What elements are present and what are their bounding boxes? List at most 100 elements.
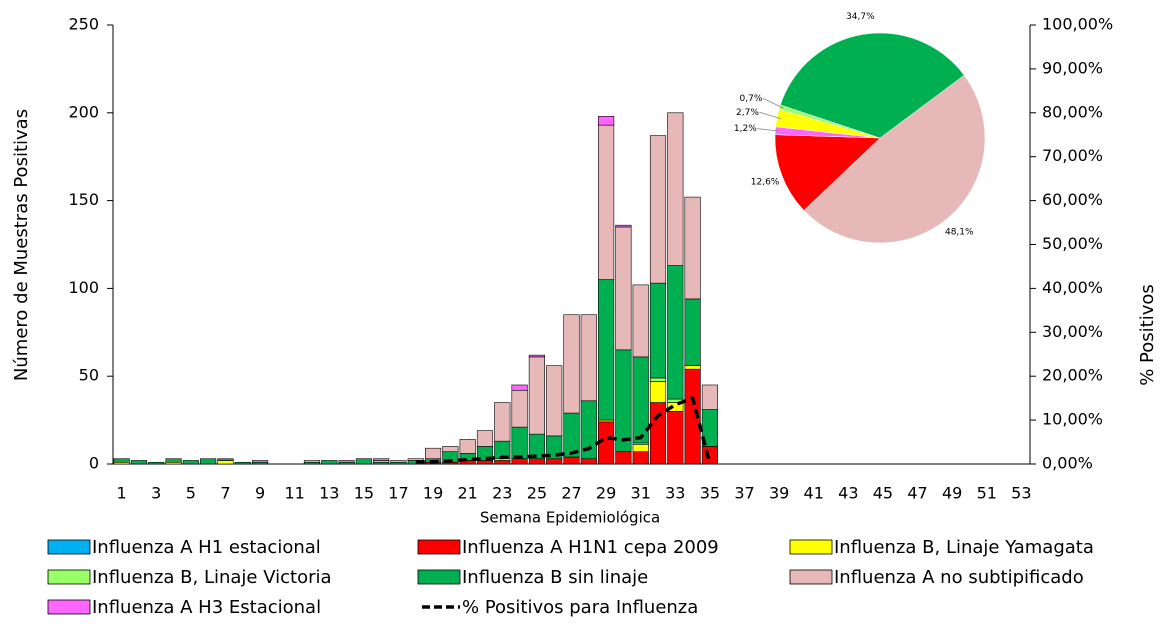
legend-label: Influenza B, Linaje Yamagata <box>834 537 1094 558</box>
y-tick-label: 50 <box>79 366 99 385</box>
bar-segment <box>528 356 545 435</box>
x-tick-label: 33 <box>665 484 685 503</box>
pie-label: 48,1% <box>945 228 974 238</box>
bar-segment <box>649 402 667 465</box>
x-tick-label: 11 <box>284 484 304 503</box>
legend-swatch <box>47 539 91 555</box>
y2-tick-label: 100,00% <box>1042 15 1113 34</box>
x-tick-label: 29 <box>596 484 616 503</box>
bar-segment <box>598 116 615 126</box>
x-tick-label: 49 <box>942 484 962 503</box>
bar-segment <box>667 265 684 400</box>
y2-axis-title: % Positivos <box>1137 284 1158 386</box>
x-tick-label: 47 <box>907 484 927 503</box>
y2-tick-label: 40,00% <box>1042 278 1103 297</box>
legend-swatch <box>47 569 91 585</box>
x-tick-label: 21 <box>458 484 478 503</box>
legend-swatch <box>417 539 461 555</box>
y2-tick-label: 0,00% <box>1042 454 1093 473</box>
x-tick-label: 39 <box>769 484 789 503</box>
bar-segment <box>649 135 667 284</box>
pie-leader <box>757 128 780 132</box>
x-tick-label: 31 <box>631 484 651 503</box>
y2-tick-label: 90,00% <box>1042 58 1103 77</box>
x-tick-label: 15 <box>354 484 374 503</box>
bar-segment <box>459 439 476 454</box>
bar-segment <box>494 460 511 465</box>
bar-segment <box>546 458 563 465</box>
x-tick-label: 9 <box>255 484 265 503</box>
y2-tick-label: 20,00% <box>1042 366 1103 385</box>
y-tick-label: 200 <box>68 102 99 121</box>
legend-label: Influenza B, Linaje Victoria <box>92 567 332 588</box>
bar-segment <box>303 460 321 463</box>
bar-segment <box>390 460 407 463</box>
bar-segment <box>511 384 528 391</box>
y-tick-label: 0 <box>89 454 99 473</box>
bar-segment <box>546 365 563 437</box>
legend-swatch <box>417 569 461 585</box>
bar-segment <box>615 349 632 453</box>
x-tick-label: 51 <box>977 484 997 503</box>
bar-segment <box>701 384 719 410</box>
bar-segment <box>615 226 632 351</box>
x-tick-label: 37 <box>734 484 754 503</box>
y2-tick-label: 70,00% <box>1042 146 1103 165</box>
bar-segment <box>200 458 217 465</box>
bar-segment <box>165 458 182 463</box>
bar-segment <box>476 430 494 447</box>
x-tick-label: 43 <box>838 484 858 503</box>
pie-slice <box>774 134 881 211</box>
bar-segment <box>234 461 251 465</box>
y2-tick-label: 50,00% <box>1042 234 1103 253</box>
x-axis-title: Semana Epidemiológica <box>480 509 660 527</box>
x-tick-label: 13 <box>319 484 339 503</box>
bar-segment <box>598 124 615 280</box>
bar-segment <box>217 458 234 461</box>
pie-label: 0,7% <box>740 94 763 104</box>
bar-segment <box>217 460 234 465</box>
legend-swatch <box>47 599 91 615</box>
legend-swatch <box>789 569 833 585</box>
bar-segment <box>598 279 615 421</box>
bar-segment <box>684 365 701 370</box>
x-tick-label: 27 <box>561 484 581 503</box>
bar-segment <box>649 381 667 403</box>
x-tick-label: 53 <box>1011 484 1031 503</box>
bar-segment <box>148 461 165 465</box>
bar-segment <box>511 426 528 460</box>
y2-tick-label: 60,00% <box>1042 190 1103 209</box>
y2-tick-label: 80,00% <box>1042 102 1103 121</box>
y-axis-title: Número de Muestras Positivas <box>11 109 32 381</box>
bar-segment <box>684 298 701 366</box>
pie-leader <box>759 111 781 120</box>
bar-segment <box>580 458 597 465</box>
pie-slice <box>780 32 965 139</box>
bar-segment <box>511 389 528 428</box>
bar-segment <box>442 446 459 453</box>
bar-segment <box>528 354 545 358</box>
bar-segment <box>338 460 355 463</box>
bar-segment <box>615 224 632 228</box>
y2-tick-label: 10,00% <box>1042 410 1103 429</box>
bar-segment <box>632 444 649 453</box>
x-tick-label: 19 <box>423 484 443 503</box>
bar-segment <box>476 460 494 465</box>
y-tick-label: 150 <box>68 190 99 209</box>
bar-segment <box>355 458 372 465</box>
legend-label: Influenza A no subtipificado <box>834 567 1084 588</box>
x-tick-label: 3 <box>151 484 161 503</box>
legend-label: Influenza A H3 Estacional <box>92 597 321 618</box>
bar-segment <box>649 377 667 382</box>
bar-segment <box>251 460 269 463</box>
x-tick-label: 1 <box>117 484 127 503</box>
bar-segment <box>580 314 597 402</box>
bar-segment <box>701 446 719 465</box>
bar-segment <box>632 451 649 465</box>
bar-segment <box>667 112 684 266</box>
y-tick-label: 250 <box>68 15 99 34</box>
x-tick-label: 7 <box>220 484 230 503</box>
legend-label: Influenza A H1N1 cepa 2009 <box>462 537 719 558</box>
bar-segment <box>373 458 390 461</box>
pie-label: 12,6% <box>751 177 780 187</box>
